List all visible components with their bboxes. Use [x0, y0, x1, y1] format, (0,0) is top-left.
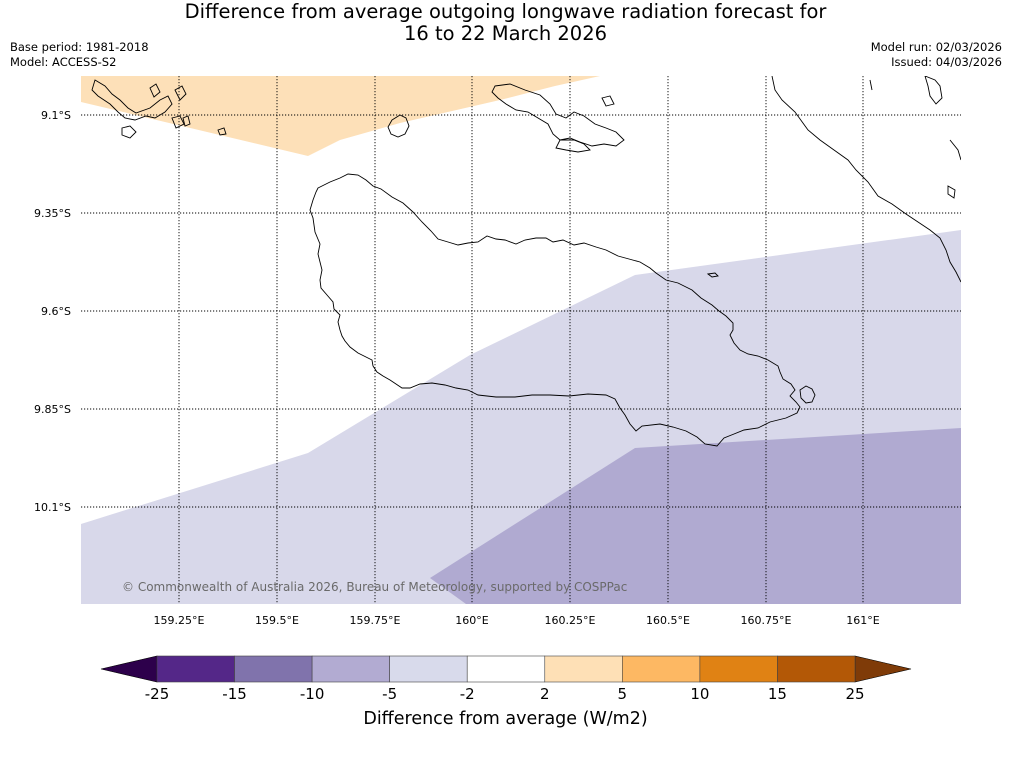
colorbar-tick-label: -15	[222, 685, 247, 703]
model-run-date: Model run: 02/03/2026	[870, 40, 1002, 54]
colorbar-segment	[622, 655, 701, 683]
lon-label: 159.5°E	[255, 614, 299, 627]
lon-label: 160.5°E	[646, 614, 690, 627]
base-period: Base period: 1981-2018	[10, 40, 149, 54]
colorbar-tick-label: 10	[690, 685, 709, 703]
colorbar-extend-low	[100, 655, 158, 683]
lon-label: 160.75°E	[741, 614, 792, 627]
lon-label: 159.75°E	[350, 614, 401, 627]
map-panel	[81, 76, 961, 604]
coastline-islet-east	[799, 385, 816, 404]
colorbar-tick-label: -2	[460, 685, 475, 703]
colorbar-segment	[234, 655, 313, 683]
colorbar-extend-high	[854, 655, 912, 683]
lon-labels: 159.25°E 159.5°E 159.75°E 160°E 160.25°E…	[154, 614, 880, 627]
model-name: Model: ACCESS-S2	[10, 55, 117, 69]
colorbar: -25 -15 -10 -5 -2 2 5 10 15 25	[100, 655, 912, 703]
colorbar-title: Difference from average (W/m2)	[363, 709, 648, 729]
colorbar-tick-label: -5	[382, 685, 397, 703]
colorbar-segment	[156, 655, 235, 683]
coastline-savo	[387, 114, 410, 138]
coastline-islet	[706, 272, 719, 278]
colorbar-segment	[699, 655, 778, 683]
region-minus10-to-minus5	[430, 428, 961, 604]
lat-label: 9.6°S	[41, 305, 71, 318]
coastline-russell	[91, 79, 173, 121]
colorbar-segment	[389, 655, 468, 683]
colorbar-segment	[311, 655, 390, 683]
region-2-to-5	[81, 76, 600, 156]
coastline-nggela	[491, 83, 625, 147]
colorbar-tick-label: 5	[618, 685, 628, 703]
lat-label: 9.1°S	[41, 109, 71, 122]
colorbar-tick-label: -10	[300, 685, 325, 703]
lon-label: 161°E	[846, 614, 879, 627]
lon-label: 160°E	[455, 614, 488, 627]
lon-label: 159.25°E	[154, 614, 205, 627]
colorbar-segment	[544, 655, 623, 683]
colorbar-tick-label: -25	[145, 685, 170, 703]
lat-label: 9.35°S	[34, 207, 71, 220]
lat-labels: 9.1°S 9.35°S 9.6°S 9.85°S 10.1°S	[34, 109, 71, 514]
title-line-1: Difference from average outgoing longwav…	[184, 0, 827, 23]
title-line-2: 16 to 22 March 2026	[403, 22, 608, 45]
lat-label: 10.1°S	[34, 501, 71, 514]
coastline-guadalcanal	[309, 173, 801, 447]
colorbar-tick-label: 15	[768, 685, 787, 703]
graticule	[81, 76, 961, 604]
lat-label: 9.85°S	[34, 403, 71, 416]
colorbar-segment	[466, 655, 546, 683]
copyright-credit: © Commonwealth of Australia 2026, Bureau…	[122, 580, 628, 594]
colorbar-segment	[777, 655, 856, 683]
coastline-malaita	[771, 76, 961, 283]
coastlines	[91, 76, 961, 447]
colorbar-tick-label: 2	[540, 685, 550, 703]
lon-label: 160.25°E	[545, 614, 596, 627]
issued-date: Issued: 04/03/2026	[891, 55, 1002, 69]
colorbar-tick-label: 25	[845, 685, 864, 703]
